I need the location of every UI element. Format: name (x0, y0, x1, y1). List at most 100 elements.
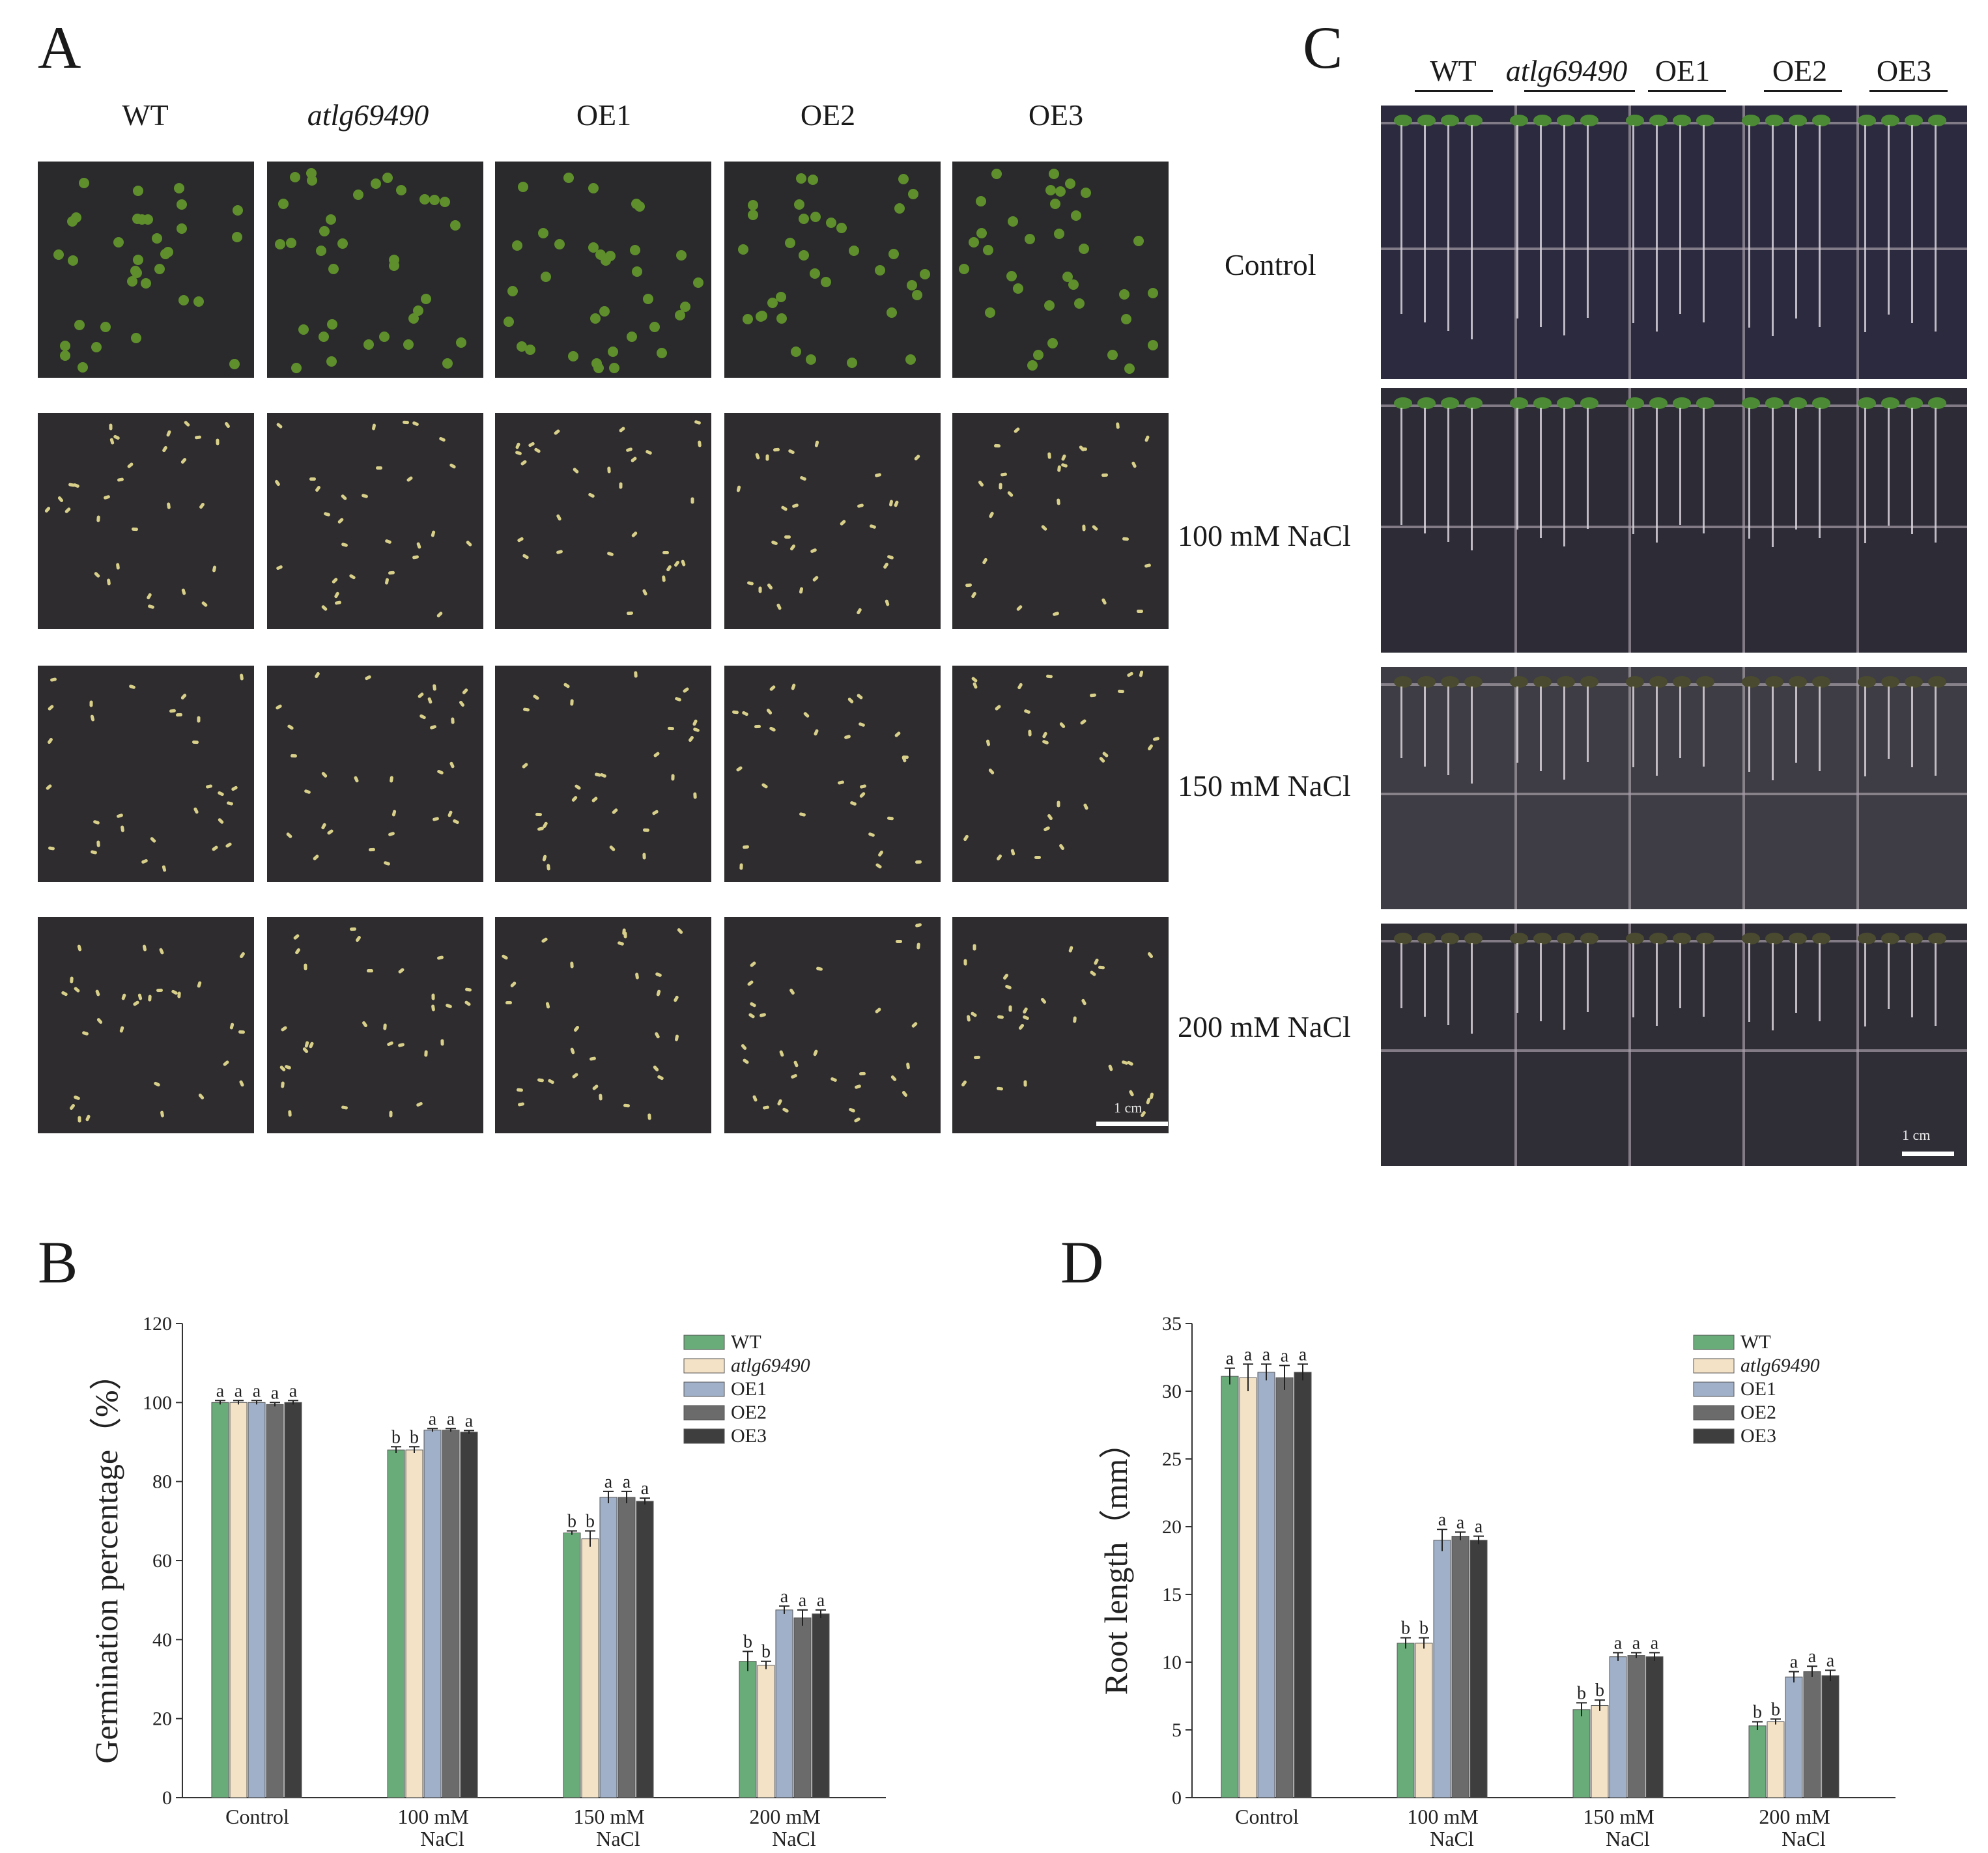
seedling-leaf (1765, 115, 1783, 126)
panel-c-underline-oe3 (1869, 90, 1948, 92)
seedling (588, 492, 595, 499)
seedling (1002, 973, 1010, 981)
seedling-root (1400, 943, 1402, 1008)
seedling (193, 296, 205, 307)
seedling-leaf (1742, 397, 1760, 409)
seedling (384, 538, 392, 545)
seedling-leaf (1742, 676, 1760, 688)
chart-b-significance-letter: a (253, 1381, 261, 1401)
seedling-leaf (1533, 933, 1552, 944)
seedling (1128, 1090, 1135, 1097)
seedling (68, 255, 79, 266)
seedling (78, 361, 89, 373)
seedling (606, 552, 614, 557)
panel-a-photo (952, 917, 1169, 1133)
seedling-leaf (1417, 933, 1436, 944)
seedling (305, 168, 317, 179)
seedling (593, 363, 604, 374)
seedling (1126, 671, 1134, 677)
seedling (793, 1060, 799, 1068)
seedling (1147, 743, 1154, 751)
panel-a-row-label-200mm: 200 mM NaCl (1178, 1010, 1351, 1043)
chart-d-significance-letter: a (1614, 1633, 1623, 1653)
seedling (537, 826, 545, 832)
seedling-root (1888, 125, 1890, 315)
panel-a-row-label-150mm: 150 mM NaCl (1178, 769, 1351, 802)
seedling-leaf (1533, 397, 1552, 409)
seedling (1065, 178, 1076, 189)
chart-b-significance-letter: a (604, 1472, 613, 1492)
plate-grid-line (1742, 924, 1745, 1166)
seedling-leaf (1441, 676, 1459, 688)
seedling (839, 518, 847, 526)
seedling (746, 581, 754, 586)
seedling (545, 1002, 550, 1009)
seedling (1024, 234, 1035, 245)
seedling-leaf (1812, 676, 1830, 688)
seedling (869, 524, 877, 530)
chart-b-bar-OE1-3 (775, 1609, 793, 1798)
chart-b-y-tick-label: 80 (152, 1471, 172, 1493)
seedling (532, 694, 540, 701)
seedling (847, 696, 855, 704)
panel-a-photo (952, 666, 1169, 882)
seedling (631, 530, 638, 538)
seedling (1034, 856, 1041, 860)
seedling (642, 589, 648, 597)
seedling-root (1888, 943, 1890, 1009)
seedling-root (1772, 686, 1774, 780)
seedling-leaf (1789, 115, 1807, 126)
chart-b-bar-OE1-2 (599, 1497, 618, 1798)
seedling (754, 453, 760, 460)
chart-d-significance-letter: a (1456, 1512, 1465, 1533)
seedling-root (1795, 408, 1797, 530)
seedling (746, 980, 754, 987)
plate-grid-line (1628, 924, 1631, 1166)
seedling (382, 173, 393, 184)
seedling (44, 506, 51, 513)
seedling-leaf (1441, 933, 1459, 944)
seedling (742, 1058, 750, 1065)
seedling (894, 203, 905, 214)
seedling (735, 765, 743, 772)
chart-d-y-tick-label: 35 (1162, 1313, 1182, 1335)
panel-c-underline-oe1 (1648, 90, 1726, 92)
seedling (769, 685, 776, 692)
seedling (743, 313, 754, 324)
seedling (211, 845, 219, 852)
seedling (731, 710, 739, 714)
panel-a-photo (724, 162, 941, 378)
chart-b-significance-letter: a (429, 1409, 437, 1429)
seedling (619, 482, 623, 489)
seedling (109, 437, 115, 445)
seedling (459, 700, 466, 707)
seedling (791, 503, 799, 509)
seedling (690, 497, 694, 504)
seedling (73, 1095, 81, 1101)
chart-b-bar-atlg69490-0 (229, 1402, 248, 1798)
plate-grid-line (1856, 924, 1859, 1166)
seedling (116, 813, 124, 819)
seedling (340, 494, 348, 501)
seedling (966, 1015, 971, 1023)
seedling (388, 831, 395, 837)
seedling (759, 1013, 767, 1018)
panel-a-photo (952, 162, 1169, 378)
chart-b-legend-swatch (683, 1335, 725, 1350)
chart-b-y-tick-label: 0 (162, 1787, 172, 1809)
seedling-root (1632, 408, 1634, 534)
seedling (607, 466, 612, 474)
panel-c-plate (1381, 667, 1967, 909)
seedling-leaf (1394, 397, 1412, 409)
seedling (962, 834, 969, 842)
seedling-root (1540, 943, 1542, 1021)
seedling (1022, 1007, 1029, 1015)
seedling (1013, 283, 1024, 294)
chart-d-bar-WT-2 (1572, 1709, 1591, 1798)
chart-b-x-tick-label: NaCl (772, 1827, 816, 1850)
seedling (667, 727, 675, 731)
seedling-root (1703, 943, 1705, 1017)
chart-d-bar-OE2-2 (1627, 1655, 1645, 1798)
seedling-leaf (1765, 397, 1783, 409)
seedling (1068, 279, 1079, 290)
